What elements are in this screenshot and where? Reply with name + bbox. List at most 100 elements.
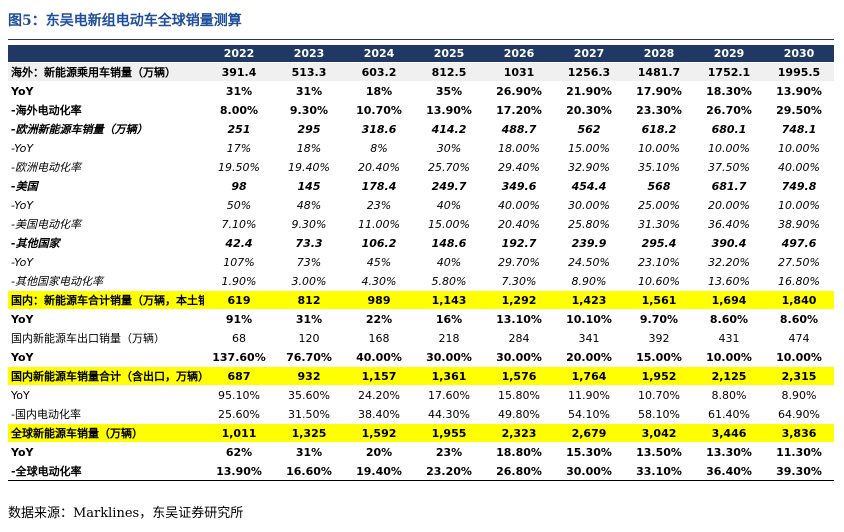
cell-value: 2,125: [694, 366, 764, 386]
header-row: 2022 2023 2024 2025 2026 2027 2028 2029 2030: [8, 45, 834, 63]
cell-value: 295.4: [641, 236, 677, 250]
cell-value: 1,694: [694, 290, 764, 310]
cell-value: 5.80%: [431, 274, 467, 288]
cell-value: 38.90%: [778, 217, 820, 231]
cell-value: 989: [344, 290, 414, 310]
cell-value: 16.60%: [286, 464, 332, 478]
cell-value: 39.30%: [776, 464, 822, 478]
cell-value: 11.00%: [358, 217, 400, 231]
row-label: -海外电动化率: [11, 104, 82, 117]
cell-value: 68: [232, 331, 246, 345]
table-row: -其他国家电动化率 1.90% 3.00% 4.30% 5.80% 7.30% 8.90% 1…: [8, 272, 834, 291]
cell-value: 25.60%: [218, 407, 260, 421]
cell-value: 18.00%: [498, 141, 540, 155]
row-label: YoY: [11, 445, 34, 459]
row-label: -YoY: [11, 198, 34, 212]
cell-value: 1,576: [484, 366, 554, 386]
cell-value: 13.50%: [636, 445, 682, 459]
column-header: 2023: [274, 45, 344, 63]
cell-value: 16%: [435, 312, 463, 326]
cell-value: 13.90%: [426, 103, 472, 117]
cell-value: 29.40%: [498, 160, 540, 174]
column-header: 2022: [204, 45, 274, 63]
cell-value: 23.30%: [636, 103, 682, 117]
cell-value: 168: [368, 331, 390, 345]
cell-value: 10.60%: [638, 274, 680, 288]
row-label: YoY: [11, 388, 30, 402]
cell-value: 687: [204, 366, 274, 386]
cell-value: 44.30%: [428, 407, 470, 421]
cell-value: 58.10%: [638, 407, 680, 421]
table-row: -其他国家 42.4 73.3 106.2 148.6 192.7 239.9 295.4 39…: [8, 234, 834, 253]
cell-value: 23%: [435, 445, 463, 459]
cell-value: 24.50%: [568, 255, 610, 269]
cell-value: 9.30%: [291, 217, 327, 231]
cell-value: 36.40%: [706, 464, 752, 478]
column-header: 2025: [414, 45, 484, 63]
cell-value: 10.00%: [778, 141, 820, 155]
cell-value: 295: [297, 122, 321, 136]
cell-value: 10.70%: [638, 388, 680, 402]
cell-value: 8.00%: [219, 103, 259, 117]
cell-value: 30.00%: [566, 464, 612, 478]
cell-value: 25.80%: [568, 217, 610, 231]
cell-value: 349.6: [501, 179, 537, 193]
cell-value: 249.7: [431, 179, 467, 193]
cell-value: 218: [438, 331, 460, 345]
cell-value: 8.60%: [709, 312, 749, 326]
column-header: 2027: [554, 45, 624, 63]
row-label: 全球新能源车销量（万辆）: [8, 423, 204, 443]
cell-value: 30.00%: [496, 350, 542, 364]
cell-value: 36.40%: [708, 217, 750, 231]
cell-value: 8.90%: [781, 388, 817, 402]
cell-value: 61.40%: [708, 407, 750, 421]
cell-value: 178.4: [361, 179, 397, 193]
cell-value: 20.30%: [566, 103, 612, 117]
cell-value: 1,952: [624, 366, 694, 386]
cell-value: 13.90%: [776, 84, 822, 98]
table-row: -YoY 50% 48% 23% 40% 40.00% 30.00% 25.00% 20.00%…: [8, 196, 834, 215]
cell-value: 17.20%: [496, 103, 542, 117]
title-rule: [8, 39, 834, 40]
row-label: -美国电动化率: [11, 218, 81, 231]
cell-value: 749.8: [781, 179, 817, 193]
table-row: -全球电动化率 13.90% 16.60% 19.40% 23.20% 26.80% 30.…: [8, 462, 834, 481]
cell-value: 20.00%: [566, 350, 612, 364]
cell-value: 3,042: [624, 423, 694, 443]
table-row: -国内电动化率 25.60% 31.50% 38.40% 44.30% 49.80% 54.…: [8, 405, 834, 424]
cell-value: 50%: [226, 198, 252, 212]
cell-value: 40%: [436, 198, 462, 212]
cell-value: 568: [647, 179, 671, 193]
cell-value: 13.30%: [706, 445, 752, 459]
cell-value: 31%: [225, 84, 253, 98]
cell-value: 603.2: [344, 62, 414, 82]
cell-value: 13.60%: [708, 274, 750, 288]
table-row: 国内：新能源车合计销量（万辆，本土销量）6198129891,1431,2921…: [8, 290, 834, 310]
cell-value: 932: [274, 366, 344, 386]
cell-value: 8.90%: [571, 274, 607, 288]
row-label: -国内电动化率: [11, 408, 81, 421]
cell-value: 1031: [484, 62, 554, 82]
cell-value: 1,157: [344, 366, 414, 386]
cell-value: 431: [718, 331, 740, 345]
source-note: 数据来源：Marklines，东吴证券研究所: [8, 506, 244, 521]
row-label: YoY: [11, 84, 34, 98]
cell-value: 26.70%: [706, 103, 752, 117]
title: 图5：东吴电新组电动车全球销量测算: [8, 13, 242, 29]
cell-value: 3,446: [694, 423, 764, 443]
row-label: -其他国家: [11, 237, 60, 250]
cell-value: 17.60%: [428, 388, 470, 402]
row-label: -欧洲新能源车销量（万辆）: [11, 123, 148, 136]
cell-value: 1752.1: [694, 62, 764, 82]
cell-value: 10.00%: [638, 141, 680, 155]
cell-value: 1,955: [414, 423, 484, 443]
table-row: -YoY 107% 73% 45% 40% 29.70% 24.50% 23.10% 32.20…: [8, 253, 834, 272]
cell-value: 98: [231, 179, 247, 193]
cell-value: 29.70%: [498, 255, 540, 269]
table-row: -美国 98 145 178.4 249.7 349.6 454.4 568 681.7 749.…: [8, 177, 834, 196]
cell-value: 17.90%: [636, 84, 682, 98]
cell-value: 29.50%: [776, 103, 822, 117]
cell-value: 30.00%: [426, 350, 472, 364]
cell-value: 31%: [295, 445, 323, 459]
